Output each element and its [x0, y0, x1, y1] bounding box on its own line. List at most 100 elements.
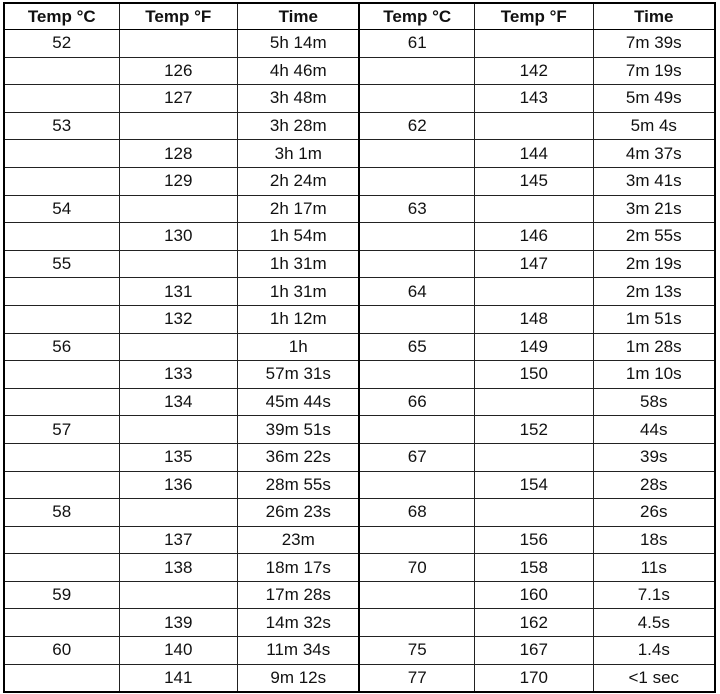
cell-temp-c: 60 — [3, 636, 120, 665]
header-row: Temp °C Temp °F Time Temp °C Temp °F Time — [3, 2, 716, 30]
cell-temp-f: 136 — [118, 470, 239, 500]
cell-time: 2m 19s — [592, 249, 716, 279]
cell-temp-c — [358, 525, 476, 555]
cell-time: 2h 17m — [237, 194, 361, 224]
cell-temp-f — [118, 498, 239, 527]
cell-temp-f: 142 — [474, 56, 594, 86]
cell-temp-c — [358, 304, 476, 334]
table-row: 141 9m 12s 77 170 <1 sec — [3, 663, 716, 693]
cell-time: 1.4s — [592, 636, 716, 665]
cell-temp-f — [118, 194, 239, 224]
cell-temp-f — [118, 580, 239, 610]
cell-temp-f — [474, 194, 594, 224]
cell-time: 28s — [592, 470, 716, 500]
table-row: 130 1h 54m 146 2m 55s — [3, 222, 716, 251]
cell-temp-c — [3, 663, 120, 693]
cell-temp-c — [3, 553, 120, 582]
cell-time: 1h 31m — [237, 249, 361, 279]
cell-time: 1m 28s — [592, 332, 716, 362]
cell-temp-f: 127 — [118, 84, 239, 113]
cell-time: 3h 48m — [237, 84, 361, 113]
cell-temp-c: 56 — [3, 332, 120, 362]
cell-temp-c — [3, 525, 120, 555]
table-row: 138 18m 17s 70 158 11s — [3, 553, 716, 582]
cell-temp-c — [358, 84, 476, 113]
cell-time: 4.5s — [592, 608, 716, 638]
cell-temp-f: 143 — [474, 84, 594, 113]
cell-time: 57m 31s — [237, 360, 361, 389]
cell-time: 3m 21s — [592, 194, 716, 224]
cell-temp-f: 140 — [118, 636, 239, 665]
header-time-left: Time — [237, 2, 361, 30]
cell-temp-f — [118, 249, 239, 279]
cell-temp-f: 129 — [118, 166, 239, 196]
table-row: 129 2h 24m 145 3m 41s — [3, 166, 716, 196]
cell-temp-f: 130 — [118, 222, 239, 251]
cell-time: 1h — [237, 332, 361, 362]
cell-temp-f — [474, 442, 594, 472]
header-time-right: Time — [592, 2, 716, 30]
cell-temp-c — [3, 608, 120, 638]
table-row: 57 39m 51s 152 44s — [3, 415, 716, 444]
cell-temp-c — [3, 277, 120, 306]
cell-temp-c — [3, 360, 120, 389]
cell-temp-c — [3, 84, 120, 113]
cell-temp-c: 58 — [3, 498, 120, 527]
cell-time: 18s — [592, 525, 716, 555]
cell-time: 18m 17s — [237, 553, 361, 582]
cell-time: 7m 19s — [592, 56, 716, 86]
table-row: 54 2h 17m 63 3m 21s — [3, 194, 716, 224]
cell-time: 5m 4s — [592, 111, 716, 141]
cell-temp-c: 66 — [358, 387, 476, 417]
cell-temp-f: 131 — [118, 277, 239, 306]
cell-time: 2m 13s — [592, 277, 716, 306]
cell-temp-f: 144 — [474, 139, 594, 168]
temperature-time-table: Temp °C Temp °F Time Temp °C Temp °F Time 52 5… — [3, 2, 716, 694]
cell-temp-c — [358, 470, 476, 500]
table-row: 135 36m 22s 67 39s — [3, 442, 716, 472]
cell-temp-c — [3, 387, 120, 417]
table-row: 133 57m 31s 150 1m 10s — [3, 360, 716, 389]
cell-temp-c: 62 — [358, 111, 476, 141]
cell-temp-c: 55 — [3, 249, 120, 279]
header-temp-f-left: Temp °F — [118, 2, 239, 30]
cell-temp-f: 170 — [474, 663, 594, 693]
cell-time: 3h 28m — [237, 111, 361, 141]
cell-temp-c: 61 — [358, 29, 476, 58]
cell-temp-c — [358, 222, 476, 251]
cell-temp-c — [358, 249, 476, 279]
cell-time: 26s — [592, 498, 716, 527]
cell-temp-f: 160 — [474, 580, 594, 610]
cell-temp-c — [3, 56, 120, 86]
cell-temp-f: 156 — [474, 525, 594, 555]
cell-temp-c — [3, 442, 120, 472]
cell-temp-f: 134 — [118, 387, 239, 417]
header-temp-f-right: Temp °F — [474, 2, 594, 30]
cell-time: 11m 34s — [237, 636, 361, 665]
cell-temp-c: 52 — [3, 29, 120, 58]
table-row: 55 1h 31m 147 2m 19s — [3, 249, 716, 279]
cell-temp-c — [358, 56, 476, 86]
cell-temp-c: 59 — [3, 580, 120, 610]
table-row: 131 1h 31m 64 2m 13s — [3, 277, 716, 306]
table-row: 56 1h 65 149 1m 28s — [3, 332, 716, 362]
cell-temp-f — [474, 498, 594, 527]
cell-temp-c: 63 — [358, 194, 476, 224]
cell-temp-c — [3, 304, 120, 334]
cell-temp-c — [3, 139, 120, 168]
cell-temp-c: 54 — [3, 194, 120, 224]
cell-temp-f: 137 — [118, 525, 239, 555]
cell-temp-c: 57 — [3, 415, 120, 444]
cell-temp-c: 53 — [3, 111, 120, 141]
cell-temp-f: 128 — [118, 139, 239, 168]
cell-temp-f: 138 — [118, 553, 239, 582]
cell-time: 44s — [592, 415, 716, 444]
cell-temp-f — [118, 111, 239, 141]
cell-time: 14m 32s — [237, 608, 361, 638]
cell-temp-f: 167 — [474, 636, 594, 665]
header-temp-c-right: Temp °C — [358, 2, 476, 30]
cell-time: 36m 22s — [237, 442, 361, 472]
cell-time: 1h 54m — [237, 222, 361, 251]
cell-temp-c — [358, 415, 476, 444]
table-row: 58 26m 23s 68 26s — [3, 498, 716, 527]
